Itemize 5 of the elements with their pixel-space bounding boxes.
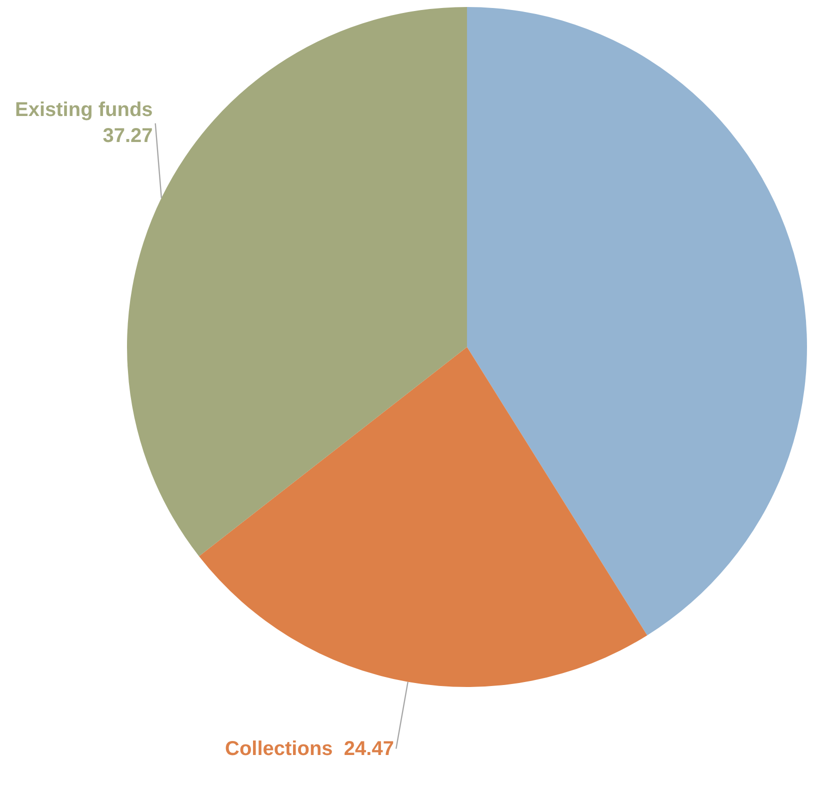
- pie-slice: [467, 7, 807, 636]
- pie-slice: [198, 347, 648, 687]
- slice-label: Collections 24.47: [225, 738, 394, 760]
- data-label: 37.27: [102, 125, 153, 147]
- slice-label: Existing funds: [15, 99, 153, 121]
